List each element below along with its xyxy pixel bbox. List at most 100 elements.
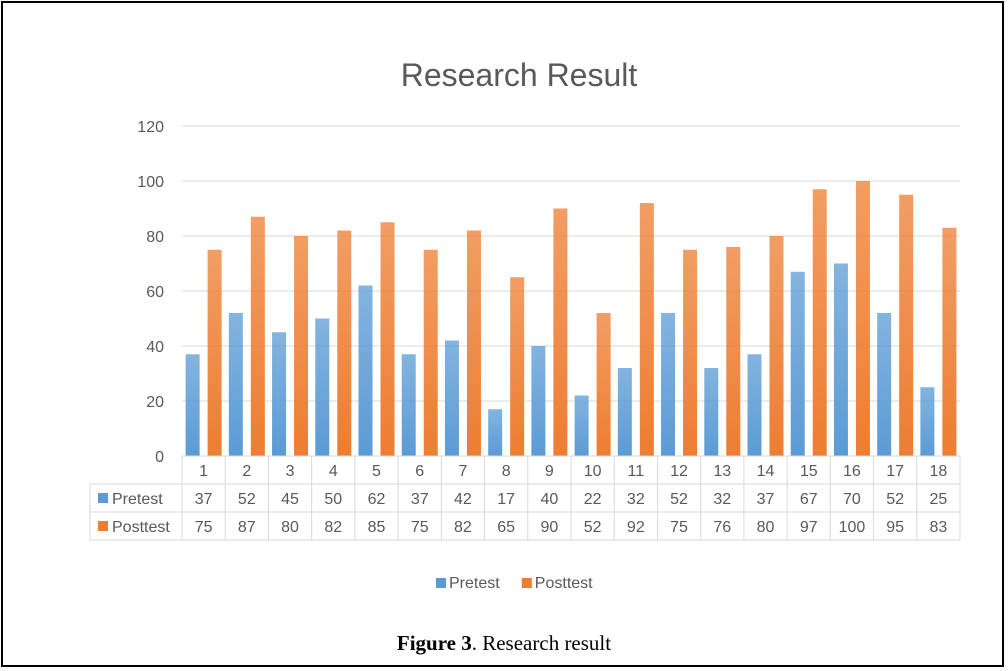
x-tick-label: 12	[670, 463, 688, 480]
bar-posttest-10	[596, 313, 611, 456]
data-label: 52	[238, 491, 256, 508]
y-tick-label: 120	[137, 119, 164, 136]
data-label: 92	[627, 519, 645, 536]
data-label: 70	[843, 491, 861, 508]
data-label: 95	[886, 519, 904, 536]
data-label: 42	[454, 491, 472, 508]
data-label: 65	[497, 519, 515, 536]
x-tick-label: 9	[545, 463, 554, 480]
data-label: 82	[324, 519, 342, 536]
data-label: 52	[886, 491, 904, 508]
y-axis-ticks: 0 20 40 60 80 100 120	[137, 119, 164, 466]
data-label: 52	[670, 491, 688, 508]
x-tick-label: 1	[199, 463, 208, 480]
data-label: 52	[584, 519, 602, 536]
gridlines	[182, 125, 960, 402]
bar-posttest-3	[294, 236, 309, 456]
data-label: 37	[757, 491, 775, 508]
table-series-label: Pretest	[112, 491, 163, 508]
bar-pretest-8	[488, 409, 503, 456]
data-label: 17	[497, 491, 515, 508]
figure-caption-text: . Research result	[471, 631, 612, 655]
legend-label: Pretest	[449, 575, 500, 592]
bar-pretest-13	[704, 368, 719, 456]
bar-pretest-2	[228, 313, 243, 456]
data-label: 22	[584, 491, 602, 508]
x-tick-label: 7	[458, 463, 467, 480]
x-tick-label: 2	[242, 463, 251, 480]
bar-pretest-5	[358, 285, 373, 456]
bar-posttest-8	[510, 277, 525, 456]
legend-label: Posttest	[535, 575, 593, 592]
y-tick-label: 20	[146, 394, 164, 411]
bar-pretest-3	[272, 332, 287, 456]
bar-posttest-6	[423, 249, 438, 456]
figure-label: Figure 3	[396, 631, 472, 655]
data-label: 87	[238, 519, 256, 536]
data-label: 80	[281, 519, 299, 536]
bar-pretest-10	[574, 395, 589, 456]
x-tick-label: 13	[713, 463, 731, 480]
bar-pretest-7	[444, 340, 459, 456]
bar-pretest-9	[531, 346, 546, 456]
data-label: 37	[411, 491, 429, 508]
bar-posttest-12	[683, 249, 698, 456]
data-label: 76	[713, 519, 731, 536]
data-label: 37	[195, 491, 213, 508]
y-tick-label: 100	[137, 174, 164, 191]
data-label: 62	[368, 491, 386, 508]
bar-pretest-1	[185, 354, 200, 456]
data-label: 75	[670, 519, 688, 536]
bar-posttest-15	[812, 189, 827, 456]
bar-pretest-17	[877, 313, 892, 456]
data-label: 32	[713, 491, 731, 508]
y-tick-label: 80	[146, 229, 164, 246]
data-label: 75	[411, 519, 429, 536]
x-tick-label: 10	[584, 463, 602, 480]
data-label: 25	[929, 491, 947, 508]
data-label: 90	[540, 519, 558, 536]
data-label: 97	[800, 519, 818, 536]
bar-pretest-16	[833, 263, 848, 456]
bar-posttest-13	[726, 247, 741, 456]
bar-posttest-1	[207, 249, 222, 456]
bar-pretest-6	[401, 354, 416, 456]
bars	[185, 181, 957, 456]
bar-posttest-16	[855, 181, 870, 456]
table-legend-key	[98, 521, 108, 531]
legend-key	[521, 578, 532, 588]
bar-pretest-12	[661, 313, 676, 456]
x-tick-label: 17	[886, 463, 904, 480]
data-label: 85	[368, 519, 386, 536]
bar-pretest-11	[617, 368, 632, 456]
bar-pretest-14	[747, 354, 762, 456]
bar-posttest-5	[380, 222, 395, 456]
data-label: 50	[324, 491, 342, 508]
figure-caption: Figure 3. Research result	[0, 631, 1008, 656]
y-tick-label: 0	[155, 449, 164, 466]
bar-posttest-7	[466, 230, 481, 456]
x-tick-label: 15	[800, 463, 818, 480]
y-tick-label: 60	[146, 284, 164, 301]
data-label: 100	[839, 519, 866, 536]
legend: Pretest Posttest	[436, 575, 593, 592]
chart-title: Research Result	[401, 57, 638, 93]
data-label: 82	[454, 519, 472, 536]
x-tick-label: 14	[757, 463, 775, 480]
bar-posttest-4	[337, 230, 352, 456]
bar-posttest-11	[639, 203, 654, 456]
data-label: 83	[929, 519, 947, 536]
data-label: 75	[195, 519, 213, 536]
bar-posttest-9	[553, 208, 568, 456]
x-tick-label: 11	[628, 463, 645, 480]
legend-key	[436, 578, 446, 588]
bar-posttest-2	[250, 216, 265, 456]
table-legend-key	[98, 493, 108, 503]
data-label: 45	[281, 491, 299, 508]
x-tick-label: 6	[415, 463, 424, 480]
data-label: 32	[627, 491, 645, 508]
x-tick-label: 4	[329, 463, 338, 480]
bar-posttest-17	[899, 194, 914, 456]
data-label: 40	[540, 491, 558, 508]
